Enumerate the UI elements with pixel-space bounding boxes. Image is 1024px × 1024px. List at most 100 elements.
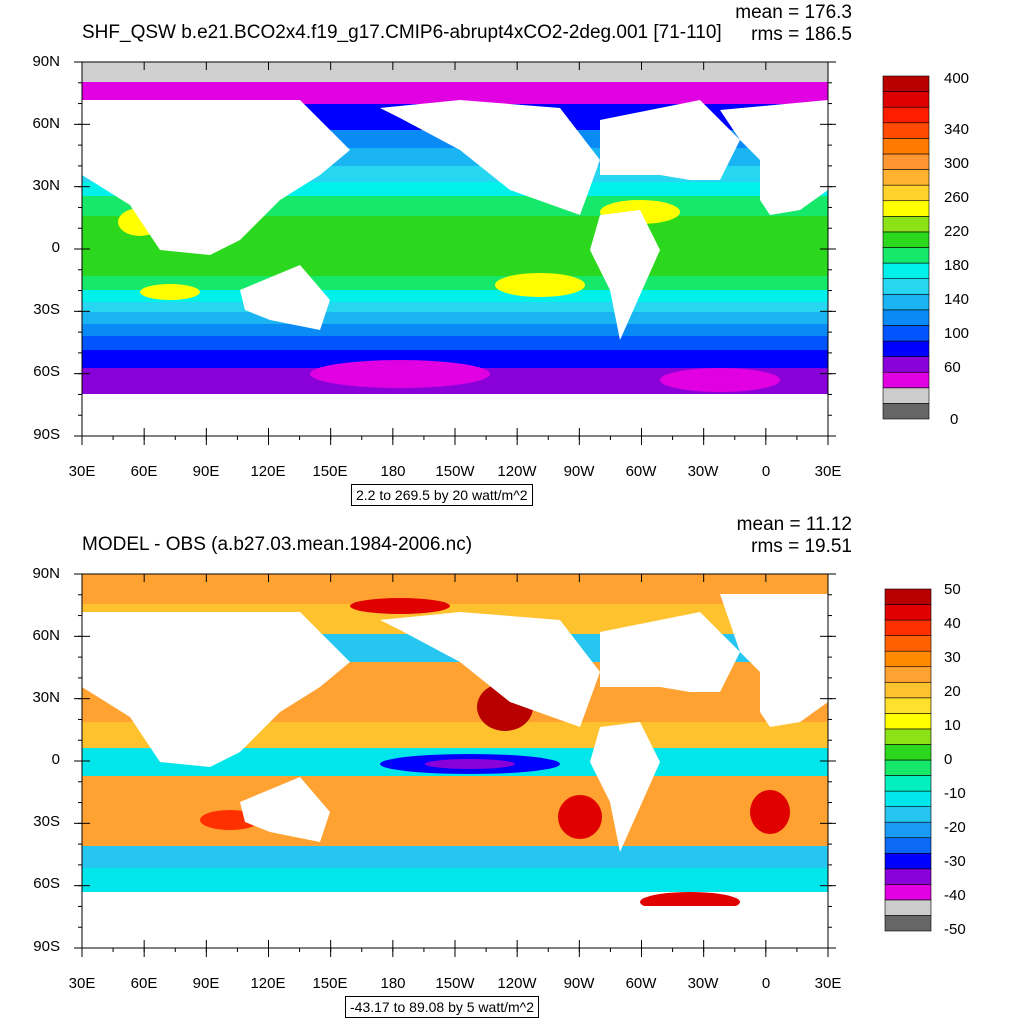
- colorbar-swatch: [882, 309, 930, 326]
- lon-label: 150E: [312, 463, 348, 480]
- lat-label: 60N: [32, 115, 60, 132]
- plot-title: MODEL - OBS (a.b27.03.mean.1984-2006.nc): [82, 534, 473, 555]
- rms-stat: rms = 19.51: [751, 536, 852, 557]
- colorbar-label: 20: [944, 683, 961, 700]
- colorbar-swatch: [882, 325, 930, 342]
- panel-model-minus-obs: MODEL - OBS (a.b27.03.mean.1984-2006.nc)…: [0, 512, 1024, 1024]
- colorbar-swatch: [882, 216, 930, 233]
- map-svg: [74, 573, 932, 957]
- colorbar-swatch: [884, 635, 932, 652]
- colorbar-swatch: [884, 759, 932, 776]
- lat-label: 0: [51, 751, 60, 768]
- colorbar-swatch: [882, 403, 930, 420]
- colorbar-label: 300: [944, 155, 970, 172]
- lon-label: 60W: [625, 463, 657, 480]
- colorbar-swatch: [884, 915, 932, 932]
- contour-range-label: 2.2 to 269.5 by 20 watt/m^2: [351, 484, 533, 506]
- mean-stat: mean = 11.12: [736, 514, 852, 535]
- lon-label: 30E: [814, 463, 842, 480]
- colorbar-label: 400: [944, 70, 970, 87]
- lat-label: 60N: [32, 627, 60, 644]
- colorbar-swatch: [884, 650, 932, 668]
- lon-label: 30E: [68, 975, 96, 992]
- lon-label: 120E: [250, 463, 286, 480]
- lat-label: 30N: [32, 689, 60, 706]
- axis-ticks: [74, 61, 836, 445]
- lon-label: 60E: [130, 463, 158, 480]
- lon-label: 30E: [68, 463, 96, 480]
- colorbar-swatch: [884, 619, 932, 636]
- lon-label: 60E: [130, 975, 158, 992]
- colorbar-label: 0: [944, 751, 953, 768]
- lat-label: 90S: [33, 938, 60, 955]
- colorbar-label: 40: [944, 615, 961, 632]
- lon-label: 90W: [563, 463, 595, 480]
- map-field: [82, 62, 828, 436]
- colorbar-swatch: [884, 744, 932, 761]
- colorbar-swatch: [882, 340, 930, 357]
- land: [82, 594, 828, 948]
- lat-label: 60S: [33, 875, 60, 892]
- lon-label: 90W: [563, 975, 595, 992]
- colorbar-swatch: [882, 75, 930, 92]
- colorbar-swatch: [884, 728, 932, 745]
- lon-label: 150W: [435, 463, 475, 480]
- colorbar-label: 30: [944, 649, 961, 666]
- lon-label: 0: [761, 463, 771, 480]
- colorbar-label: 60: [944, 359, 961, 376]
- colorbar-label: -40: [944, 887, 966, 904]
- colorbar-label: 0: [950, 411, 959, 428]
- colorbar-label: -30: [944, 853, 966, 870]
- colorbar-swatch: [882, 153, 930, 170]
- lon-label: 60W: [625, 975, 657, 992]
- colorbar-swatch: [882, 200, 930, 217]
- lat-label: 60S: [33, 363, 60, 380]
- colorbar-swatch: [884, 852, 932, 870]
- colorbar-label: 140: [944, 291, 970, 308]
- colorbar-swatch: [882, 184, 930, 202]
- lon-label: 150E: [312, 975, 348, 992]
- colorbar-swatch: [882, 387, 930, 404]
- colorbar-swatch: [884, 666, 932, 683]
- colorbar-label: -10: [944, 785, 966, 802]
- colorbar-label: 50: [944, 581, 961, 598]
- map-field: [82, 574, 828, 948]
- colorbar-swatch: [882, 293, 930, 311]
- colorbar-label: -20: [944, 819, 966, 836]
- colorbar-swatch: [882, 106, 930, 124]
- colorbar-label: 220: [944, 223, 970, 240]
- lon-label: 30W: [687, 975, 719, 992]
- lon-label: 180: [380, 463, 406, 480]
- colorbar-swatch: [884, 899, 932, 916]
- colorbar-swatch: [882, 262, 930, 279]
- colorbar-swatch: [882, 356, 930, 373]
- lat-label: 30S: [33, 813, 60, 830]
- colorbar-swatch: [882, 138, 930, 155]
- land: [82, 100, 828, 436]
- colorbar-swatch: [884, 604, 932, 621]
- panel-absolute-field: SHF_QSW b.e21.BCO2x4.f19_g17.CMIP6-abrup…: [32, 2, 970, 506]
- colorbar-swatch: [884, 884, 932, 901]
- lon-label: 30E: [814, 975, 842, 992]
- colorbar-label: 100: [944, 325, 970, 342]
- lat-label: 30N: [32, 177, 60, 194]
- lat-label: 90S: [33, 426, 60, 443]
- colorbar-swatch: [882, 169, 930, 186]
- lat-label: 90N: [32, 53, 60, 70]
- colorbar-swatch: [882, 247, 930, 264]
- map-svg: [74, 61, 930, 445]
- colorbar: [884, 588, 932, 932]
- colorbar-swatch: [882, 231, 930, 248]
- colorbar-swatch: [884, 775, 932, 792]
- colorbar-swatch: [882, 278, 930, 295]
- colorbar-swatch: [884, 837, 932, 854]
- lon-label: 90E: [192, 463, 220, 480]
- lon-label: 30W: [687, 463, 719, 480]
- lon-label: 120W: [497, 463, 537, 480]
- colorbar-swatch: [882, 91, 930, 108]
- colorbar-swatch: [884, 806, 932, 823]
- colorbar: [882, 75, 930, 420]
- colorbar-swatch: [882, 371, 930, 389]
- rms-stat: rms = 186.5: [751, 24, 852, 45]
- lat-label: 90N: [32, 565, 60, 582]
